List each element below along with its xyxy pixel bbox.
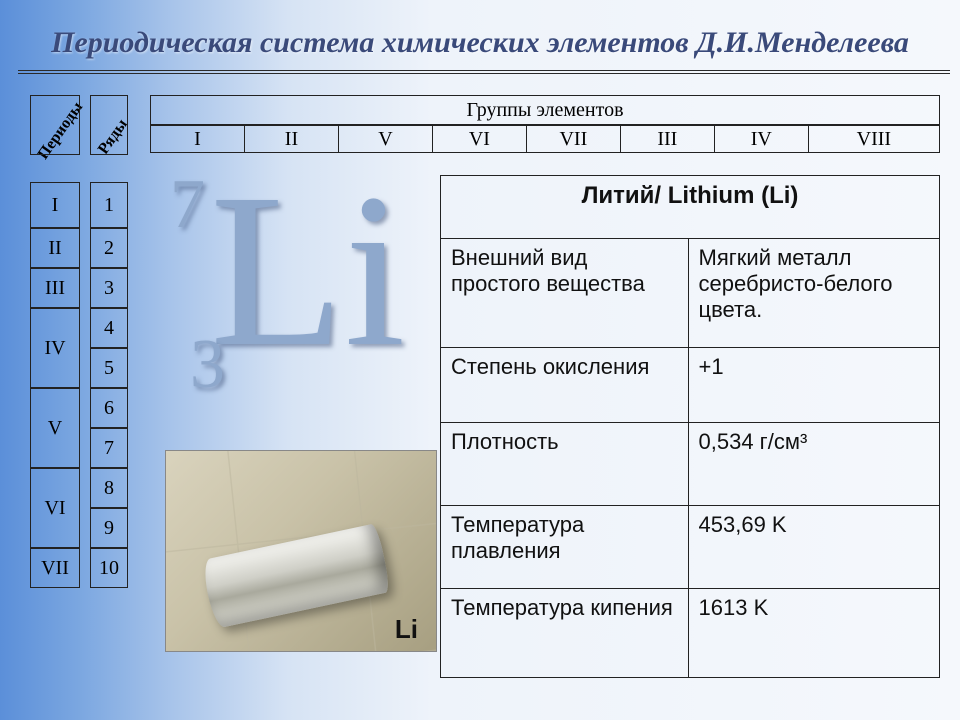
group-cell[interactable]: VIII — [809, 126, 939, 152]
row-cell: 7 — [90, 428, 128, 468]
row-cell: 6 — [90, 388, 128, 428]
row-cell: 3 — [90, 268, 128, 308]
left-header-box — [90, 95, 128, 155]
page-title: Периодическая система химических элемент… — [0, 26, 960, 60]
groups-title-box: Группы элементов — [150, 95, 940, 125]
period-cell: I — [30, 182, 80, 228]
group-cell[interactable]: VI — [433, 126, 527, 152]
element-number: 3 — [190, 330, 225, 400]
row-cell: 4 — [90, 308, 128, 348]
row-cell: 5 — [90, 348, 128, 388]
left-header-box — [30, 95, 80, 155]
info-prop: Температура кипения — [441, 589, 689, 678]
info-val: +1 — [688, 348, 939, 423]
group-cell[interactable]: IV — [715, 126, 809, 152]
period-cell: VI — [30, 468, 80, 548]
info-val: Мягкий металл серебристо-белого цвета. — [688, 239, 939, 348]
info-val: 1613 K — [688, 589, 939, 678]
row-cell: 1 — [90, 182, 128, 228]
period-cell: V — [30, 388, 80, 468]
row-cell: 8 — [90, 468, 128, 508]
element-symbol: Li — [210, 160, 406, 380]
group-cell[interactable]: III — [621, 126, 715, 152]
row-cell: 9 — [90, 508, 128, 548]
info-prop: Температура плавления — [441, 506, 689, 589]
info-val: 0,534 г/см³ — [688, 423, 939, 506]
period-cell: VII — [30, 548, 80, 588]
period-cell: II — [30, 228, 80, 268]
slide: Периодическая система химических элемент… — [0, 0, 960, 720]
period-cell: IV — [30, 308, 80, 388]
title-underline — [18, 70, 950, 74]
info-header: Литий/ Lithium (Li) — [441, 176, 940, 239]
group-cell[interactable]: VII — [527, 126, 621, 152]
specimen-label: Li — [395, 614, 418, 645]
row-cell: 2 — [90, 228, 128, 268]
specimen-image: Li — [165, 450, 437, 652]
row-cell: 10 — [90, 548, 128, 588]
info-table: Литий/ Lithium (Li)Внешний вид простого … — [440, 175, 940, 678]
element-mass: 7 — [170, 170, 205, 240]
info-val: 453,69 K — [688, 506, 939, 589]
info-prop: Внешний вид простого вещества — [441, 239, 689, 348]
info-prop: Степень окисления — [441, 348, 689, 423]
period-cell: III — [30, 268, 80, 308]
info-prop: Плотность — [441, 423, 689, 506]
